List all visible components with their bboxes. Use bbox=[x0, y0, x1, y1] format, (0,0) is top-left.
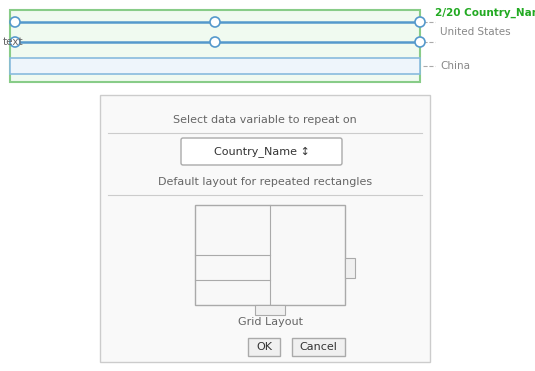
FancyBboxPatch shape bbox=[181, 138, 342, 165]
Text: China: China bbox=[440, 61, 470, 71]
Text: Cancel: Cancel bbox=[300, 342, 338, 352]
FancyBboxPatch shape bbox=[255, 305, 285, 315]
Text: Select data variable to repeat on: Select data variable to repeat on bbox=[173, 115, 357, 125]
Text: OK: OK bbox=[256, 342, 272, 352]
Circle shape bbox=[10, 17, 20, 27]
Text: United States: United States bbox=[440, 27, 510, 37]
FancyBboxPatch shape bbox=[100, 95, 430, 362]
Circle shape bbox=[415, 37, 425, 47]
FancyBboxPatch shape bbox=[10, 58, 420, 74]
Circle shape bbox=[210, 17, 220, 27]
Circle shape bbox=[210, 37, 220, 47]
Text: text: text bbox=[3, 37, 24, 47]
Circle shape bbox=[415, 17, 425, 27]
Text: 2/20 Country_Names: 2/20 Country_Names bbox=[435, 8, 535, 18]
FancyBboxPatch shape bbox=[248, 338, 280, 356]
FancyBboxPatch shape bbox=[292, 338, 345, 356]
Text: Grid Layout: Grid Layout bbox=[238, 317, 302, 327]
Circle shape bbox=[10, 37, 20, 47]
FancyBboxPatch shape bbox=[345, 258, 355, 278]
Text: Default layout for repeated rectangles: Default layout for repeated rectangles bbox=[158, 177, 372, 187]
FancyBboxPatch shape bbox=[10, 10, 420, 82]
Text: Country_Name ↕: Country_Name ↕ bbox=[213, 146, 309, 157]
FancyBboxPatch shape bbox=[195, 205, 345, 305]
